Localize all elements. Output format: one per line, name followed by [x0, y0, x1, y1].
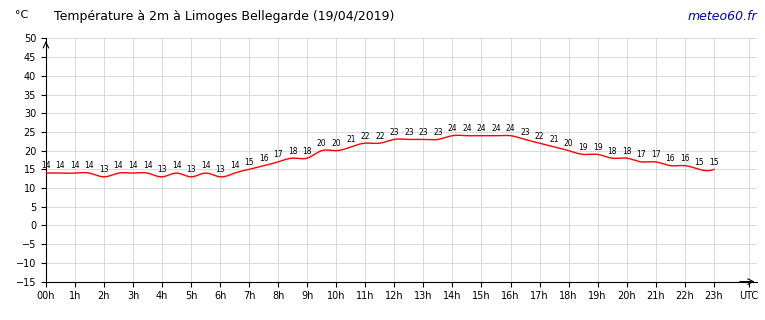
Text: 13: 13	[99, 165, 109, 174]
Text: 24: 24	[506, 124, 516, 133]
Text: 23: 23	[404, 128, 414, 137]
Text: 16: 16	[259, 154, 269, 163]
Text: 18: 18	[288, 147, 298, 156]
Text: 22: 22	[535, 132, 545, 140]
Text: 23: 23	[520, 128, 530, 137]
Text: 24: 24	[491, 124, 501, 133]
Text: 18: 18	[622, 147, 631, 156]
Text: °C: °C	[15, 10, 28, 20]
Text: 14: 14	[143, 162, 152, 171]
Text: 14: 14	[114, 162, 123, 171]
Text: 14: 14	[129, 162, 138, 171]
Text: 14: 14	[41, 162, 50, 171]
Text: 21: 21	[549, 135, 558, 144]
Text: 23: 23	[418, 128, 428, 137]
Text: 23: 23	[389, 128, 399, 137]
Text: 20: 20	[564, 139, 574, 148]
Text: 18: 18	[607, 147, 617, 156]
Text: 16: 16	[680, 154, 689, 163]
Text: 14: 14	[85, 162, 94, 171]
Text: 15: 15	[695, 158, 704, 167]
Text: 18: 18	[302, 147, 312, 156]
Text: 13: 13	[215, 165, 225, 174]
Text: 14: 14	[230, 162, 239, 171]
Text: 13: 13	[187, 165, 196, 174]
Text: Température à 2m à Limoges Bellegarde (19/04/2019): Température à 2m à Limoges Bellegarde (1…	[54, 10, 394, 23]
Text: 21: 21	[346, 135, 356, 144]
Text: 15: 15	[244, 158, 254, 167]
Text: 19: 19	[578, 143, 588, 152]
Text: 20: 20	[331, 139, 341, 148]
Text: 14: 14	[56, 162, 65, 171]
Text: 24: 24	[462, 124, 472, 133]
Text: 23: 23	[433, 128, 443, 137]
Text: 17: 17	[636, 150, 646, 159]
Text: 16: 16	[666, 154, 675, 163]
Text: 14: 14	[172, 162, 181, 171]
Text: 17: 17	[273, 150, 283, 159]
Text: 19: 19	[593, 143, 603, 152]
Text: 15: 15	[709, 158, 718, 167]
Text: 14: 14	[200, 162, 210, 171]
Text: 17: 17	[651, 150, 660, 159]
Text: 24: 24	[448, 124, 457, 133]
Text: 22: 22	[360, 132, 370, 140]
Text: 14: 14	[70, 162, 80, 171]
Text: meteo60.fr: meteo60.fr	[688, 10, 757, 23]
Text: 20: 20	[317, 139, 327, 148]
Text: 13: 13	[158, 165, 167, 174]
Text: 22: 22	[375, 132, 385, 140]
Text: 24: 24	[477, 124, 487, 133]
